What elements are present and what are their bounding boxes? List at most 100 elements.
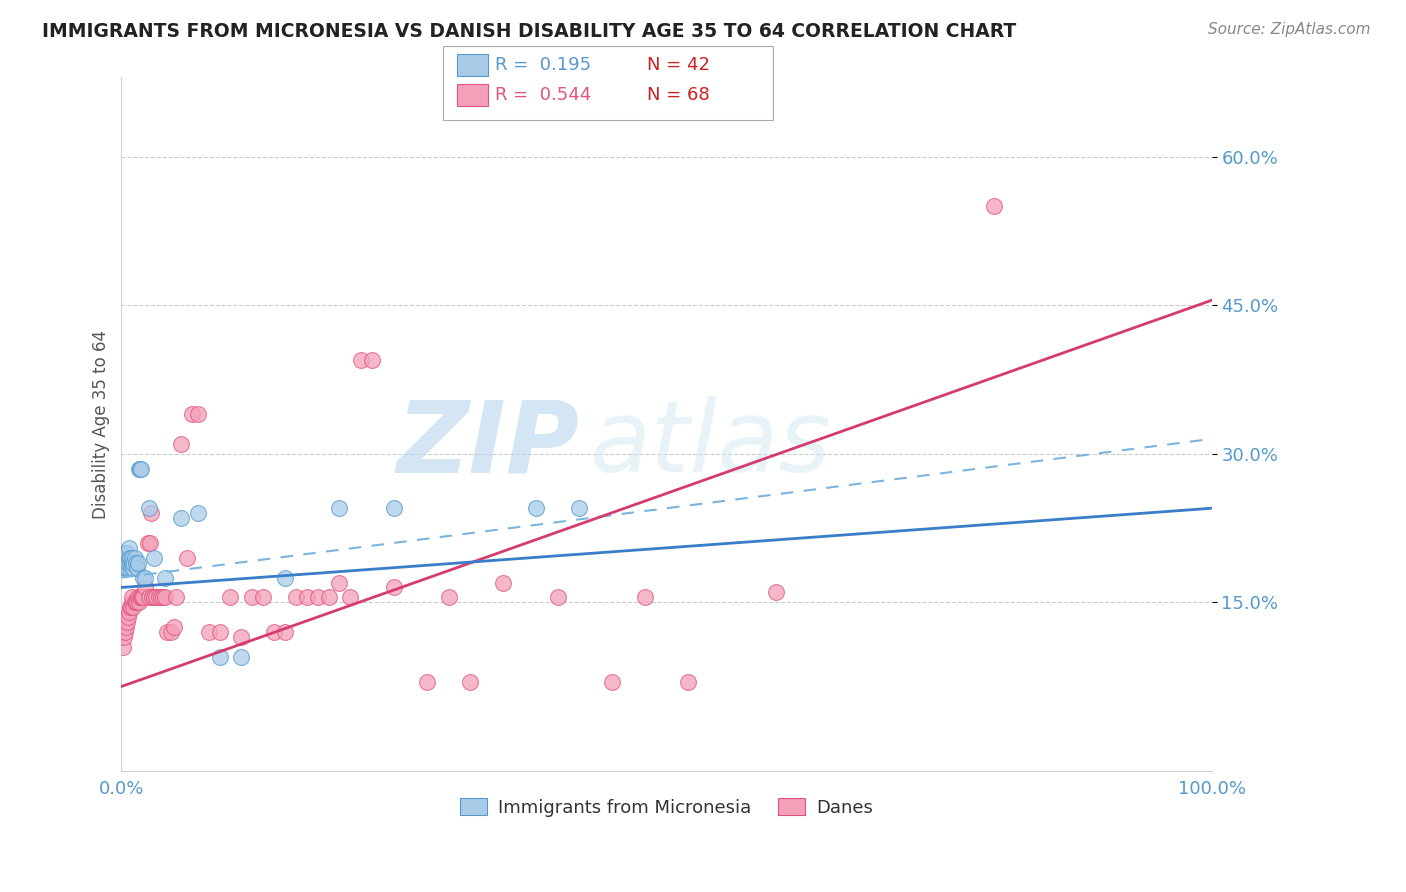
Point (678, 674, 700, 689)
Y-axis label: Disability Age 35 to 64: Disability Age 35 to 64 (93, 329, 110, 518)
Point (120, 600, 142, 615)
Point (114, 560, 136, 574)
Point (163, 620, 186, 634)
Point (124, 556, 146, 570)
Point (122, 600, 145, 615)
Point (143, 550, 166, 565)
Point (165, 591, 187, 605)
Point (492, 575, 515, 590)
Point (115, 546, 138, 560)
Point (295, 591, 318, 605)
Point (127, 591, 149, 605)
Point (328, 501, 350, 516)
Point (170, 511, 193, 525)
Point (197, 625, 219, 640)
Point (112, 630, 135, 644)
Point (118, 541, 141, 555)
Point (231, 630, 253, 644)
Point (120, 560, 142, 574)
Point (263, 625, 285, 640)
Point (176, 550, 198, 565)
Point (274, 625, 297, 640)
Point (153, 571, 176, 585)
Point (139, 506, 162, 520)
Point (240, 591, 263, 605)
Point (145, 591, 167, 605)
Point (114, 620, 136, 634)
Text: N = 68: N = 68 (647, 86, 710, 104)
Point (136, 536, 159, 550)
Point (219, 591, 242, 605)
Point (111, 640, 134, 654)
Point (121, 591, 143, 605)
Point (252, 591, 274, 605)
Point (131, 591, 153, 605)
Point (350, 352, 373, 367)
Point (208, 649, 231, 664)
Point (120, 600, 142, 615)
Point (122, 556, 145, 570)
Point (124, 550, 146, 565)
Point (132, 571, 155, 585)
Point (139, 536, 162, 550)
Point (524, 501, 547, 516)
Point (231, 649, 253, 664)
Point (159, 625, 181, 640)
Point (112, 560, 135, 574)
Point (156, 625, 179, 640)
Point (134, 571, 156, 585)
Point (208, 625, 231, 640)
Point (134, 581, 156, 595)
Point (128, 595, 150, 609)
Point (122, 560, 145, 574)
Point (115, 550, 138, 565)
Point (600, 674, 623, 689)
Point (152, 591, 174, 605)
Point (111, 550, 134, 565)
Point (112, 550, 135, 565)
Point (170, 437, 193, 451)
Point (983, 199, 1005, 213)
Point (118, 550, 141, 565)
Point (361, 352, 384, 367)
Point (328, 575, 350, 590)
Point (128, 461, 150, 475)
Point (153, 591, 176, 605)
Point (307, 591, 329, 605)
Point (125, 560, 148, 574)
Text: ZIP: ZIP (396, 396, 579, 493)
Point (339, 591, 361, 605)
Point (114, 556, 136, 570)
Text: atlas: atlas (591, 396, 832, 493)
Point (114, 550, 136, 565)
Point (460, 674, 482, 689)
Point (129, 591, 152, 605)
Point (149, 591, 172, 605)
Point (318, 591, 340, 605)
Legend: Immigrants from Micronesia, Danes: Immigrants from Micronesia, Danes (453, 791, 880, 824)
Point (114, 546, 136, 560)
Point (124, 595, 146, 609)
Point (382, 581, 405, 595)
Text: IMMIGRANTS FROM MICRONESIA VS DANISH DISABILITY AGE 35 TO 64 CORRELATION CHART: IMMIGRANTS FROM MICRONESIA VS DANISH DIS… (42, 22, 1017, 41)
Point (129, 461, 152, 475)
Text: R =  0.195: R = 0.195 (495, 55, 591, 74)
Point (124, 595, 146, 609)
Point (121, 556, 143, 570)
Point (125, 595, 148, 609)
Point (138, 591, 160, 605)
Point (121, 550, 143, 565)
Point (132, 591, 155, 605)
Point (115, 556, 138, 570)
Point (568, 501, 591, 516)
Point (382, 501, 405, 516)
Point (437, 591, 460, 605)
Point (634, 591, 657, 605)
Point (141, 591, 163, 605)
Point (129, 461, 152, 475)
Point (138, 501, 160, 516)
Point (274, 571, 297, 585)
Point (117, 610, 139, 624)
Point (547, 591, 569, 605)
Text: R =  0.544: R = 0.544 (495, 86, 591, 104)
